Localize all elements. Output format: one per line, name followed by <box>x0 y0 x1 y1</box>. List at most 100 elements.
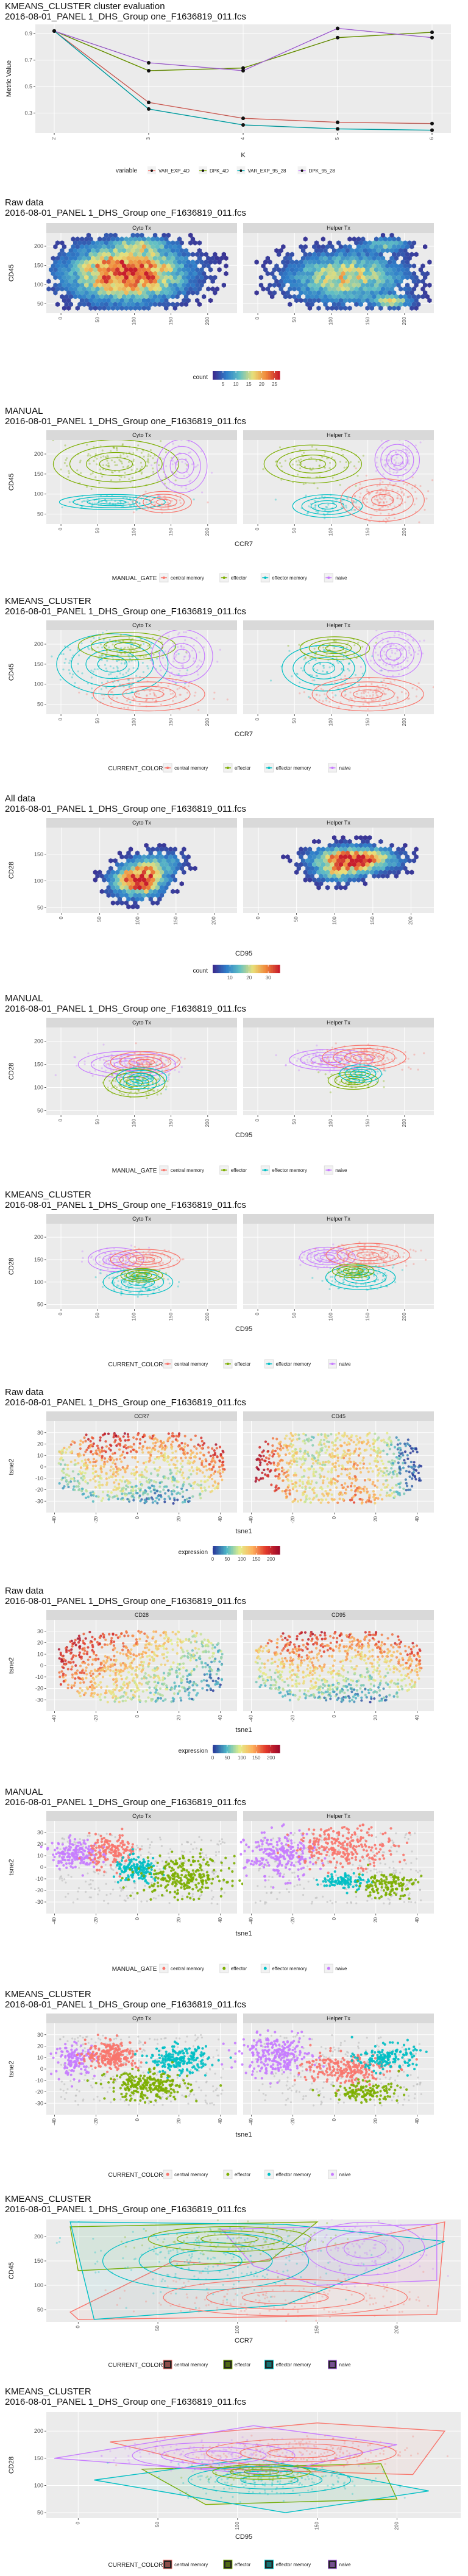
cell-point <box>396 497 398 499</box>
cell-point <box>219 649 221 651</box>
cell-point <box>311 679 313 681</box>
cell-point <box>142 662 144 664</box>
cell-point <box>398 634 400 636</box>
cell-point <box>90 640 92 642</box>
cell-point <box>297 1058 299 1060</box>
cell-point <box>340 1053 342 1055</box>
cell-point <box>410 1068 411 1070</box>
cell-point <box>55 1074 57 1076</box>
y-tick-label: 50 <box>37 511 43 517</box>
y-tick-label: 200 <box>34 1234 43 1240</box>
cell-point <box>408 652 410 654</box>
cell-point <box>143 1060 145 1062</box>
cell-point <box>366 475 367 477</box>
cell-point <box>96 458 98 459</box>
data-point <box>241 123 245 127</box>
cell-point <box>413 640 414 642</box>
cell-point <box>353 465 355 467</box>
cell-point <box>417 1069 419 1071</box>
cell-point <box>376 694 378 696</box>
cell-point <box>69 660 71 662</box>
legend-dot <box>264 577 266 579</box>
cell-point <box>333 1052 335 1054</box>
cell-point <box>309 657 311 659</box>
cell-point <box>314 648 316 650</box>
cell-point <box>108 673 110 675</box>
cell-point <box>339 484 341 486</box>
cell-point <box>163 1080 165 1082</box>
cell-point <box>124 647 126 648</box>
cell-point <box>152 457 154 459</box>
legend-label: VAR_EXP_4D <box>158 168 190 174</box>
cell-point <box>381 655 383 656</box>
cell-point <box>66 465 68 467</box>
x-tick-label: 100 <box>132 1118 137 1127</box>
x-tick-label: 100 <box>135 916 140 924</box>
cell-point <box>135 1042 137 1044</box>
cell-point <box>322 670 324 672</box>
y-axis-label: CD45 <box>8 664 15 681</box>
cell-point <box>194 692 196 694</box>
x-tick-label: 150 <box>168 316 174 325</box>
cell-point <box>336 1079 338 1081</box>
cell-point <box>307 1061 308 1063</box>
cell-point <box>74 1056 76 1058</box>
cell-point <box>154 462 155 464</box>
cell-point <box>132 696 133 698</box>
cell-point <box>335 1042 337 1044</box>
cell-point <box>91 687 93 689</box>
cell-point <box>207 502 208 503</box>
cell-point <box>182 1258 184 1260</box>
legend-dot <box>151 169 153 172</box>
cell-point <box>161 1070 163 1071</box>
legend-label: central memory <box>174 765 208 771</box>
cell-point <box>118 1257 119 1258</box>
y-axis-label: CD28 <box>8 1063 15 1080</box>
cell-point <box>299 681 300 683</box>
all-data-cd95-cd28-hex-chart: All data 2016-08-01_PANEL 1_DHS_Group on… <box>0 792 468 982</box>
cell-point <box>124 1272 126 1274</box>
cell-point <box>169 706 171 708</box>
data-point <box>147 107 151 111</box>
cell-point <box>127 502 129 503</box>
cell-point <box>383 1080 385 1082</box>
cell-point <box>170 693 172 695</box>
x-tick-label: 100 <box>328 527 334 536</box>
cell-point <box>363 703 364 705</box>
cell-point <box>289 458 291 460</box>
cell-point <box>383 679 385 681</box>
cell-point <box>105 645 107 647</box>
y-tick-label: 200 <box>34 1038 43 1045</box>
colorbar-label: 20 <box>246 975 252 981</box>
cell-point <box>153 654 155 656</box>
cell-point <box>364 700 366 701</box>
cell-point <box>403 656 405 658</box>
cell-point <box>314 506 316 508</box>
cell-point <box>310 457 312 459</box>
cell-point <box>107 456 109 458</box>
cell-point <box>141 466 143 468</box>
cell-point <box>128 669 130 670</box>
cell-point <box>132 500 134 502</box>
cell-point <box>400 488 402 490</box>
cell-point <box>157 480 158 481</box>
cell-point <box>108 647 110 648</box>
cell-point <box>395 645 397 647</box>
cell-point <box>307 1059 308 1061</box>
cell-point <box>171 650 172 651</box>
cell-point <box>185 463 186 464</box>
legend-label: central memory <box>171 1168 204 1173</box>
cell-point <box>128 661 130 662</box>
cell-point <box>102 698 104 700</box>
cell-point <box>138 1258 140 1260</box>
cell-point <box>127 707 129 709</box>
cell-point <box>302 670 304 672</box>
cell-point <box>166 1080 168 1082</box>
cell-point <box>184 1058 186 1060</box>
cell-point <box>143 656 144 658</box>
cell-point <box>414 491 416 493</box>
cell-point <box>344 467 346 469</box>
